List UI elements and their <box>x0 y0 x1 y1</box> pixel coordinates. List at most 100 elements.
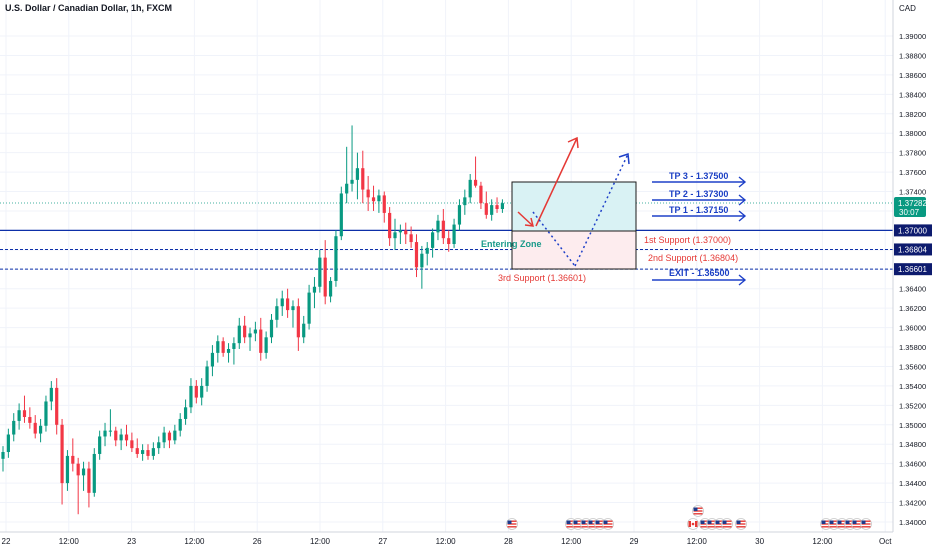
time-tick-label: 12:00 <box>436 537 457 546</box>
candle-body <box>296 306 300 338</box>
candle-body <box>49 387 53 402</box>
candle-body <box>38 425 43 434</box>
price-tick-label: 1.37800 <box>899 149 926 158</box>
candle-body <box>447 238 451 245</box>
candle-body <box>1 452 5 459</box>
candle <box>167 430 172 449</box>
level-badge: 1.36601 <box>894 263 932 276</box>
candle <box>135 438 139 458</box>
entry-arrow-red <box>517 211 534 227</box>
us-flag-icon[interactable] <box>706 518 718 530</box>
projection-arrows <box>517 136 630 267</box>
candle <box>183 399 188 425</box>
candle <box>103 422 107 447</box>
candle <box>237 317 241 349</box>
candle-body <box>286 298 290 311</box>
level-badge-text: 1.36804 <box>898 245 927 254</box>
candle-body <box>124 434 129 441</box>
us-flag-icon[interactable] <box>572 518 584 530</box>
candle <box>81 461 86 491</box>
candle-body <box>210 352 215 367</box>
candle <box>243 315 247 344</box>
candle-body <box>226 348 231 353</box>
price-tick-label: 1.35200 <box>899 401 926 410</box>
ca-flag-icon[interactable] <box>687 518 699 530</box>
candle <box>339 186 343 241</box>
candle <box>328 277 333 303</box>
candle <box>141 444 145 461</box>
price-tick-label: 1.38400 <box>899 90 926 99</box>
tp1-arrow-head <box>738 210 747 222</box>
candle-body <box>65 455 70 484</box>
price-tick-label: 1.34600 <box>899 460 926 469</box>
economic-events[interactable] <box>506 505 872 530</box>
candle <box>216 335 220 363</box>
level-badge: 1.36804 <box>894 243 932 256</box>
rebound-path-blue <box>574 153 629 267</box>
trade-zone[interactable] <box>511 181 637 270</box>
candle <box>205 360 209 392</box>
us-flag-icon[interactable] <box>828 518 840 530</box>
candle-body <box>291 306 295 311</box>
candle <box>200 378 204 406</box>
candle-body <box>371 197 376 202</box>
candle <box>431 228 435 258</box>
candle <box>463 189 467 215</box>
annotations: Entering Zone 1st Support (1.37000) 2nd … <box>481 171 738 283</box>
level-badge-text: 1.37000 <box>898 226 927 235</box>
candle-body <box>345 183 349 194</box>
candle-body <box>328 280 333 297</box>
candle <box>479 181 483 210</box>
entry-arrow-red-head <box>524 217 534 227</box>
candle <box>178 413 182 437</box>
time-axis[interactable]: 22 12:00 23 12:00 26 12:00 27 12:00 28 12:00 29 12:… <box>0 531 893 546</box>
candle-body <box>420 253 424 268</box>
candle <box>157 436 161 454</box>
candle <box>312 277 317 309</box>
price-tick-label: 1.38800 <box>899 51 926 60</box>
candle <box>388 207 392 246</box>
candle-body <box>12 420 16 435</box>
us-flag-icon[interactable] <box>860 518 872 530</box>
candle-body <box>114 430 118 441</box>
candle-body <box>92 453 96 493</box>
price-axis[interactable]: 1.39000 1.38800 1.38600 1.38400 1.38200 1.380… <box>892 0 932 532</box>
candle-body <box>350 179 354 184</box>
candle-body <box>28 417 32 423</box>
us-flag-icon[interactable] <box>506 518 518 530</box>
us-flag-icon[interactable] <box>602 518 614 530</box>
candle-body <box>146 450 150 456</box>
us-flag-icon[interactable] <box>735 518 747 530</box>
candle <box>345 146 349 204</box>
dip-path-blue <box>532 211 576 267</box>
entering-zone-label: Entering Zone <box>481 239 542 249</box>
candle-body <box>183 407 188 419</box>
stop-zone-box[interactable] <box>511 230 637 270</box>
candle-body <box>221 341 225 353</box>
candle-body <box>275 306 279 320</box>
candle-body <box>463 197 467 206</box>
candle <box>92 448 96 497</box>
tp2-label: TP 2 - 1.37300 <box>669 189 728 199</box>
price-tick-label: 1.36400 <box>899 285 926 294</box>
candle <box>500 199 505 213</box>
level-lines <box>0 202 893 270</box>
candle <box>210 345 215 377</box>
candle-body <box>22 410 27 418</box>
candle <box>253 321 257 342</box>
candle-body <box>307 292 311 324</box>
us-flag-icon[interactable] <box>692 505 704 517</box>
support-2-label: 2nd Support (1.36804) <box>648 253 738 263</box>
us-flag-icon[interactable] <box>836 518 848 530</box>
candle-body <box>71 455 75 464</box>
candle <box>60 418 64 505</box>
candle <box>457 199 462 231</box>
candle-body <box>81 468 86 476</box>
us-flag-icon[interactable] <box>721 518 733 530</box>
candle <box>119 428 123 451</box>
candle-body <box>302 323 306 338</box>
candle-body <box>388 212 392 239</box>
us-flag-icon[interactable] <box>851 518 863 530</box>
